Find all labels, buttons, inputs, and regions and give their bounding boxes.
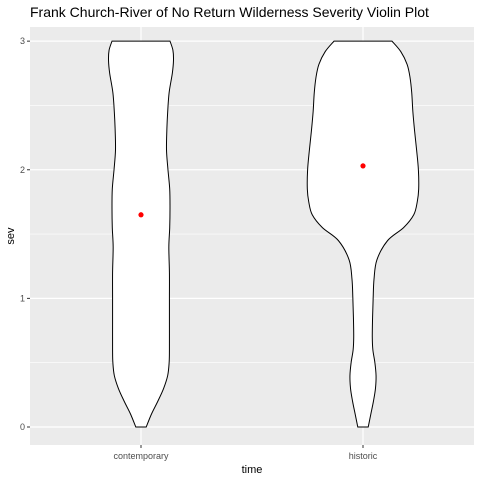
y-axis-ticks: 0 1 2 3 xyxy=(20,36,30,432)
violin-historic xyxy=(306,40,420,428)
x-axis-title: time xyxy=(242,464,263,476)
chart-title: Frank Church-River of No Return Wilderne… xyxy=(30,4,429,20)
y-tick-label: 2 xyxy=(20,165,25,175)
violins xyxy=(107,40,420,428)
x-tick-label: historic xyxy=(349,451,378,461)
y-tick-label: 1 xyxy=(20,293,25,303)
mean-point-historic xyxy=(360,163,366,169)
x-tick-label: contemporary xyxy=(113,451,169,461)
x-axis-ticks: contemporary historic xyxy=(113,445,378,461)
y-axis-title: sev xyxy=(5,227,17,245)
violin-contemporary xyxy=(107,40,175,428)
y-tick-label: 3 xyxy=(20,36,25,46)
y-tick-label: 0 xyxy=(20,422,25,432)
mean-point-contemporary xyxy=(138,212,144,218)
mean-points xyxy=(138,163,366,218)
